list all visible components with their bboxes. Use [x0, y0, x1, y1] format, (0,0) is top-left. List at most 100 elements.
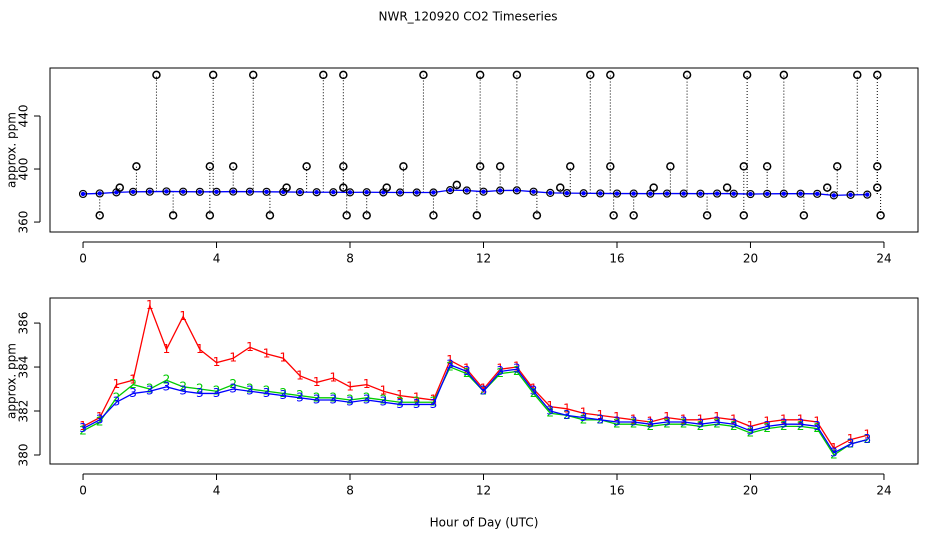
y-tick-label: 400 — [17, 158, 31, 181]
x-tick-label: 8 — [346, 252, 354, 266]
point-symbol: 3 — [263, 386, 271, 400]
outlier-point — [302, 162, 311, 171]
point-symbol: 2 — [797, 419, 805, 433]
point-symbol: 2 — [229, 377, 237, 391]
point-symbol: 2 — [296, 388, 304, 402]
point-symbol: 3 — [830, 445, 838, 459]
point-symbol: 1 — [246, 340, 254, 354]
point-symbol: 3 — [513, 362, 521, 376]
point-inner — [447, 187, 453, 193]
point — [512, 186, 521, 195]
outlier-point — [822, 183, 832, 192]
point-symbol: 3 — [563, 408, 571, 422]
point-symbol: 3 — [580, 410, 588, 424]
point-inner — [180, 189, 186, 194]
point-symbol: 3 — [430, 397, 438, 411]
outlier-point — [873, 70, 882, 80]
point-inner — [347, 190, 353, 195]
point-symbol: 3 — [480, 384, 488, 398]
x-tick-label: 16 — [609, 252, 624, 266]
point — [529, 187, 538, 196]
point-symbol: 1 — [430, 393, 438, 407]
outlier-point — [873, 183, 882, 192]
point-symbol: 1 — [763, 415, 771, 429]
point-symbol: 1 — [296, 368, 304, 382]
point-inner — [714, 191, 720, 196]
point-symbol: 1 — [380, 384, 388, 398]
point — [562, 189, 572, 198]
point-symbol: 1 — [630, 412, 638, 426]
outlier-point — [495, 162, 505, 171]
point-symbol: 2 — [313, 390, 321, 404]
point-symbol: 2 — [663, 417, 671, 431]
point-symbol: 3 — [213, 386, 221, 400]
point-symbol: 3 — [713, 415, 721, 429]
point-inner — [764, 191, 770, 197]
outlier-point — [319, 70, 328, 80]
point-symbol: 1 — [480, 382, 488, 396]
point-inner — [264, 189, 269, 195]
point — [713, 189, 722, 198]
outlier-point — [779, 70, 789, 80]
point-symbol: 2 — [179, 379, 187, 393]
point-symbol: 2 — [680, 417, 688, 431]
outlier-point — [475, 70, 485, 80]
point-inner — [80, 191, 86, 197]
point — [245, 187, 254, 196]
point-inner — [664, 191, 670, 196]
point-inner — [564, 190, 570, 196]
y-tick-label: 380 — [17, 444, 31, 467]
point-inner — [631, 191, 636, 196]
x-tick-label: 16 — [609, 484, 624, 498]
outlier-point — [115, 183, 124, 192]
outlier-point — [339, 183, 348, 192]
point-symbol: 3 — [313, 393, 321, 407]
point-inner — [231, 189, 236, 194]
point-symbol: 3 — [196, 386, 204, 400]
outlier-point — [629, 211, 638, 220]
x-tick-label: 12 — [476, 484, 491, 498]
point-symbol: 1 — [229, 351, 237, 365]
point-inner — [331, 190, 336, 195]
point — [179, 187, 188, 196]
point-symbol: 1 — [563, 401, 571, 415]
x-tick-label: 4 — [213, 484, 221, 498]
point-symbol: 1 — [546, 399, 554, 413]
point-inner — [681, 191, 686, 196]
point-symbol: 2 — [380, 393, 388, 407]
point-symbol: 1 — [129, 373, 137, 387]
outlier-point — [739, 211, 749, 220]
point-symbol: 2 — [530, 386, 538, 400]
outlier-point — [205, 162, 215, 171]
point-symbol: 3 — [79, 421, 87, 435]
point-symbol: 1 — [96, 410, 104, 424]
point-symbol: 1 — [213, 355, 221, 369]
point — [662, 189, 672, 198]
point-symbol: 2 — [246, 382, 254, 396]
point-symbol: 2 — [96, 415, 104, 429]
point — [596, 189, 605, 198]
point-symbol: 3 — [663, 415, 671, 429]
point-symbol: 3 — [813, 419, 821, 433]
point-symbol: 2 — [413, 395, 421, 409]
point-symbol: 3 — [330, 393, 338, 407]
point-symbol: 2 — [213, 384, 221, 398]
point-symbol: 1 — [797, 412, 805, 426]
point-inner — [314, 190, 319, 195]
point — [312, 188, 321, 197]
point-symbol: 2 — [446, 360, 454, 374]
y-tick-label: 386 — [17, 312, 31, 335]
point — [796, 189, 805, 198]
point-symbol: 2 — [763, 421, 771, 435]
point-symbol: 3 — [596, 412, 604, 426]
point-symbol: 2 — [463, 366, 471, 380]
point-symbol: 2 — [79, 423, 87, 437]
outlier-point — [606, 162, 615, 171]
point-symbol: 1 — [346, 379, 354, 393]
outlier-point — [282, 183, 291, 192]
outlier-point — [429, 211, 438, 220]
point-inner — [798, 191, 803, 196]
point-symbol: 3 — [446, 357, 454, 371]
outlier-point — [228, 162, 238, 171]
